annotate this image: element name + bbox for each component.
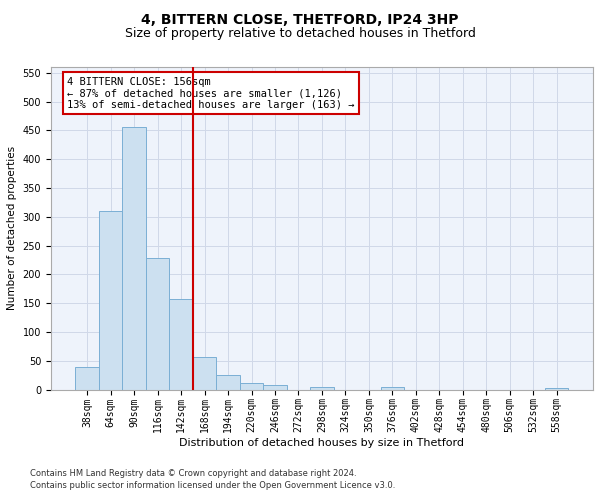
Text: Contains public sector information licensed under the Open Government Licence v3: Contains public sector information licen… xyxy=(30,481,395,490)
Bar xyxy=(310,386,334,390)
Y-axis label: Number of detached properties: Number of detached properties xyxy=(7,146,17,310)
Bar xyxy=(99,211,122,390)
Bar xyxy=(76,366,99,390)
Bar xyxy=(146,258,169,390)
Bar xyxy=(122,128,146,390)
Bar xyxy=(169,298,193,390)
Bar xyxy=(263,385,287,390)
Text: Size of property relative to detached houses in Thetford: Size of property relative to detached ho… xyxy=(125,28,475,40)
Bar xyxy=(545,388,568,390)
Bar xyxy=(217,375,240,390)
Bar xyxy=(380,388,404,390)
Text: 4 BITTERN CLOSE: 156sqm
← 87% of detached houses are smaller (1,126)
13% of semi: 4 BITTERN CLOSE: 156sqm ← 87% of detache… xyxy=(67,76,355,110)
X-axis label: Distribution of detached houses by size in Thetford: Distribution of detached houses by size … xyxy=(179,438,464,448)
Text: 4, BITTERN CLOSE, THETFORD, IP24 3HP: 4, BITTERN CLOSE, THETFORD, IP24 3HP xyxy=(141,12,459,26)
Bar xyxy=(240,382,263,390)
Text: Contains HM Land Registry data © Crown copyright and database right 2024.: Contains HM Land Registry data © Crown c… xyxy=(30,468,356,477)
Bar xyxy=(193,357,217,390)
